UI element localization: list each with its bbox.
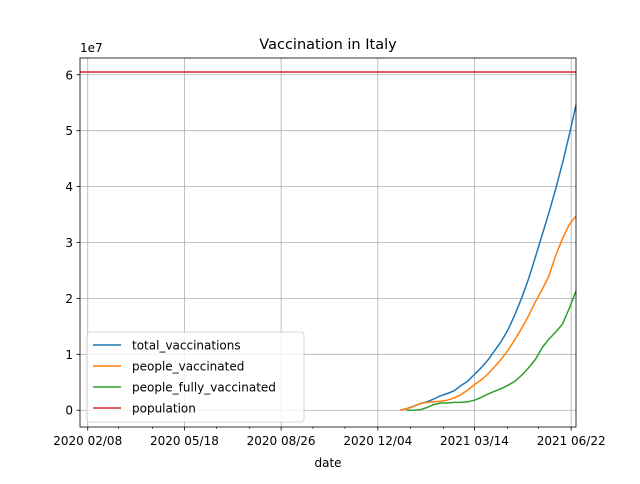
series-line-total-vaccinations	[399, 104, 577, 411]
series-line-people-fully-vaccinated	[406, 290, 577, 411]
x-tick-label: 2021 06/22	[537, 434, 606, 448]
y-axis-offset-label: 1e7	[80, 41, 103, 55]
legend-label: population	[132, 402, 196, 416]
chart-title: Vaccination in Italy	[259, 37, 397, 53]
y-tick-label: 3	[65, 236, 73, 250]
legend-box	[86, 331, 305, 423]
legend-label: total_vaccinations	[132, 339, 241, 353]
y-tick-label: 5	[65, 124, 73, 138]
x-tick-label: 2020 12/04	[343, 434, 412, 448]
y-tick-label: 1	[65, 348, 73, 362]
x-tick-label: 2020 02/08	[53, 434, 122, 448]
axes: 2020 02/08 2020 05/18 2020 08/26 2020 12/04…	[53, 57, 606, 448]
x-tick-label: 2020 05/18	[150, 434, 219, 448]
series-line-people-vaccinated	[399, 215, 577, 411]
legend: total_vaccinations people_vaccinatedpeopl…	[86, 331, 305, 423]
y-tick-label: 6	[65, 68, 73, 82]
legend-label: people_vaccinated	[132, 360, 244, 374]
x-tick-label: 2021 03/14	[440, 434, 509, 448]
y-tick-label: 0	[65, 404, 73, 418]
y-tick-label: 2	[65, 292, 73, 306]
y-tick-label: 4	[65, 180, 73, 194]
legend-label: people_fully_vaccinated	[132, 381, 276, 395]
x-tick-label: 2020 08/26	[247, 434, 316, 448]
x-axis-label: date	[314, 456, 341, 470]
series-lines	[80, 71, 577, 411]
